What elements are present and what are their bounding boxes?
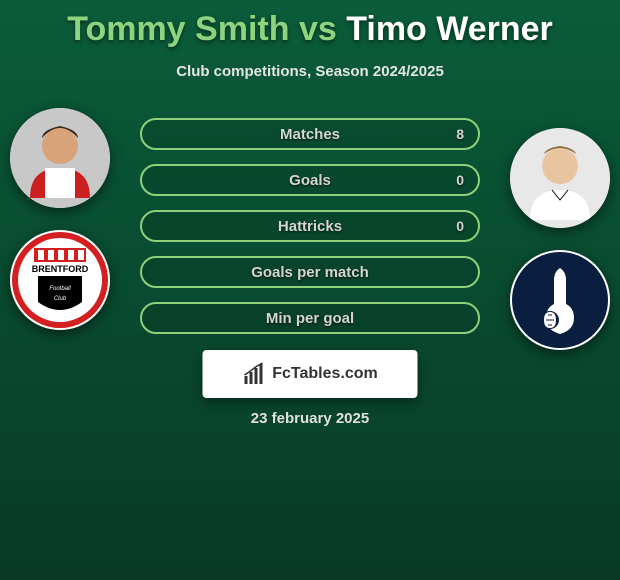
- stat-label: Min per goal: [266, 310, 354, 327]
- stat-label: Goals per match: [251, 264, 369, 281]
- stat-value-right: 0: [456, 172, 464, 188]
- stat-label: Goals: [289, 172, 331, 189]
- stat-value-right: 0: [456, 218, 464, 234]
- right-avatars-column: [510, 128, 610, 350]
- stat-row-matches: Matches 8: [140, 118, 480, 150]
- subtitle: Club competitions, Season 2024/2025: [0, 63, 620, 80]
- chart-icon: [242, 362, 266, 386]
- stats-panel: Matches 8 Goals 0 Hattricks 0 Goals per …: [140, 118, 480, 334]
- svg-text:Club: Club: [54, 296, 67, 302]
- branding-text: FcTables.com: [272, 365, 378, 383]
- stat-row-min-per-goal: Min per goal: [140, 302, 480, 334]
- stat-row-goals: Goals 0: [140, 164, 480, 196]
- branding-badge: FcTables.com: [203, 350, 418, 398]
- club2-badge: [510, 250, 610, 350]
- stat-value-right: 8: [456, 126, 464, 142]
- stat-label: Hattricks: [278, 218, 342, 235]
- svg-text:BRENTFORD: BRENTFORD: [32, 264, 89, 274]
- svg-text:Football: Football: [49, 286, 71, 292]
- player1-avatar: [10, 108, 110, 208]
- stat-label: Matches: [280, 126, 340, 143]
- page-title: Tommy Smith vs Timo Werner: [0, 0, 620, 49]
- player1-name: Tommy Smith: [67, 10, 289, 48]
- vs-text: vs: [299, 10, 337, 48]
- player2-name: Timo Werner: [346, 10, 553, 48]
- player2-avatar: [510, 128, 610, 228]
- date-text: 23 february 2025: [0, 410, 620, 427]
- stat-row-hattricks: Hattricks 0: [140, 210, 480, 242]
- left-avatars-column: BRENTFORD Football Club: [10, 108, 110, 330]
- stat-row-goals-per-match: Goals per match: [140, 256, 480, 288]
- club1-badge: BRENTFORD Football Club: [10, 230, 110, 330]
